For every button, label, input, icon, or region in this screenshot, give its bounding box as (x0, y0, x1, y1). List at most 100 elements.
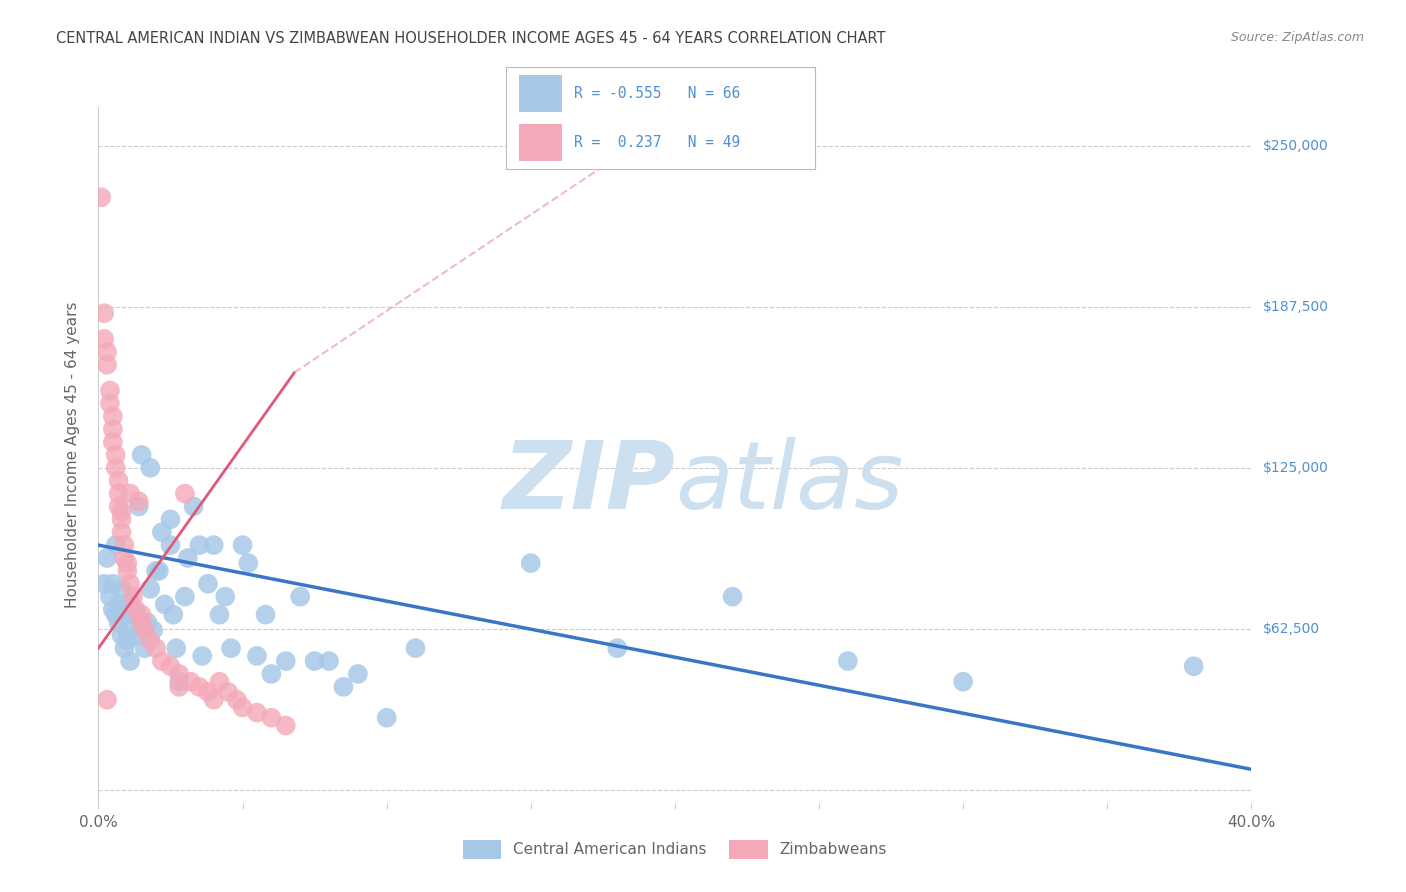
Point (117, 556, 138, 570)
Point (134, 641, 156, 656)
Point (112, 602, 135, 616)
Point (165, 641, 187, 656)
Point (208, 674, 231, 689)
Point (110, 628, 132, 642)
Point (125, 607, 148, 622)
Point (110, 505, 132, 519)
Point (214, 590, 236, 604)
Point (101, 576, 124, 591)
Point (104, 538, 127, 552)
Point (145, 564, 167, 578)
Point (274, 718, 297, 732)
Point (177, 551, 200, 566)
Point (107, 615, 129, 630)
Point (183, 500, 205, 514)
Text: CENTRAL AMERICAN INDIAN VS ZIMBABWEAN HOUSEHOLDER INCOME AGES 45 - 64 YEARS CORR: CENTRAL AMERICAN INDIAN VS ZIMBABWEAN HO… (56, 31, 886, 46)
Point (93, 306, 115, 320)
Text: $187,500: $187,500 (1263, 300, 1329, 314)
Point (188, 538, 211, 552)
Point (131, 607, 153, 622)
Point (952, 674, 974, 689)
Y-axis label: Householder Income Ages 45 - 64 years: Householder Income Ages 45 - 64 years (65, 301, 80, 608)
Point (110, 582, 132, 596)
Point (101, 602, 124, 616)
Point (520, 556, 543, 570)
Text: R = -0.555   N = 66: R = -0.555 N = 66 (574, 86, 741, 101)
Point (134, 623, 156, 637)
Point (1182, 659, 1205, 673)
Point (837, 654, 859, 668)
Point (197, 576, 219, 591)
Point (96, 344, 118, 359)
Point (93, 332, 115, 346)
Point (107, 474, 129, 488)
Point (136, 615, 159, 630)
Point (254, 607, 277, 622)
Point (104, 607, 127, 622)
Point (96, 692, 118, 706)
Point (120, 595, 142, 609)
Point (180, 674, 202, 689)
Point (246, 706, 269, 720)
Point (139, 460, 162, 475)
Point (98, 590, 121, 604)
Point (208, 607, 231, 622)
Point (606, 641, 628, 656)
Point (721, 590, 744, 604)
Point (188, 680, 211, 694)
Legend: Central American Indians, Zimbabweans: Central American Indians, Zimbabweans (457, 834, 893, 864)
Point (104, 460, 127, 475)
Point (332, 680, 354, 694)
Point (197, 685, 219, 699)
Point (217, 685, 239, 699)
Point (117, 633, 138, 648)
Point (167, 680, 190, 694)
Point (98, 384, 121, 398)
Point (202, 692, 225, 706)
Point (260, 711, 283, 725)
Point (125, 628, 148, 642)
Point (101, 422, 124, 436)
Point (128, 500, 150, 514)
Point (142, 623, 165, 637)
Point (274, 654, 297, 668)
Point (125, 602, 148, 616)
Point (139, 633, 162, 648)
Point (318, 654, 340, 668)
Point (104, 448, 127, 462)
Point (238, 556, 260, 570)
Point (231, 538, 254, 552)
Point (112, 538, 135, 552)
Point (174, 590, 197, 604)
Point (93, 576, 115, 591)
Point (131, 448, 153, 462)
Point (120, 486, 142, 500)
Point (191, 648, 214, 663)
Text: $125,000: $125,000 (1263, 461, 1329, 475)
Text: Source: ZipAtlas.com: Source: ZipAtlas.com (1230, 31, 1364, 45)
Point (150, 525, 173, 540)
Point (148, 564, 170, 578)
Point (174, 486, 197, 500)
Point (112, 641, 135, 656)
Text: $250,000: $250,000 (1263, 138, 1329, 153)
Point (167, 674, 190, 689)
Point (96, 551, 118, 566)
Point (167, 667, 190, 681)
Point (375, 711, 398, 725)
Point (246, 648, 269, 663)
Point (112, 551, 135, 566)
Point (139, 582, 162, 596)
Point (290, 590, 312, 604)
Text: ZIP: ZIP (502, 437, 675, 529)
Point (120, 576, 142, 591)
Point (120, 654, 142, 668)
Point (128, 494, 150, 508)
Point (219, 641, 242, 656)
Text: atlas: atlas (675, 437, 903, 528)
Point (101, 435, 124, 450)
Point (346, 667, 368, 681)
Point (122, 590, 145, 604)
Point (145, 641, 167, 656)
Point (90, 190, 112, 204)
